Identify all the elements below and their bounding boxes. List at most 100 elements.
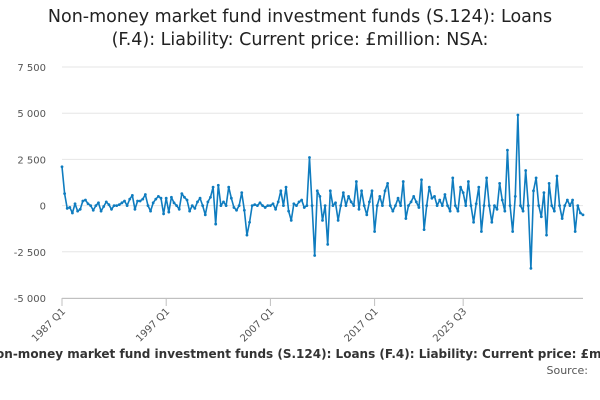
data-point[interactable] bbox=[276, 200, 280, 204]
data-point[interactable] bbox=[170, 195, 173, 199]
data-point[interactable] bbox=[495, 207, 499, 211]
data-point[interactable] bbox=[250, 204, 254, 208]
data-point[interactable] bbox=[258, 201, 262, 205]
data-point[interactable] bbox=[524, 169, 528, 172]
data-point[interactable] bbox=[503, 209, 507, 213]
data-point[interactable] bbox=[107, 203, 111, 207]
data-point[interactable] bbox=[242, 208, 246, 212]
data-point[interactable] bbox=[555, 174, 559, 178]
data-point[interactable] bbox=[86, 202, 90, 206]
data-point[interactable] bbox=[474, 202, 478, 206]
data-point[interactable] bbox=[349, 200, 353, 204]
data-point[interactable] bbox=[63, 192, 67, 195]
data-point[interactable] bbox=[331, 204, 335, 208]
data-point[interactable] bbox=[547, 182, 551, 185]
data-point[interactable] bbox=[188, 209, 192, 213]
data-point[interactable] bbox=[318, 194, 322, 198]
data-point[interactable] bbox=[513, 194, 517, 198]
data-point[interactable] bbox=[459, 185, 462, 189]
data-point[interactable] bbox=[73, 202, 77, 206]
data-point[interactable] bbox=[284, 185, 288, 189]
data-point[interactable] bbox=[216, 183, 220, 187]
data-point[interactable] bbox=[162, 212, 165, 216]
data-point[interactable] bbox=[292, 202, 296, 206]
data-point[interactable] bbox=[60, 165, 64, 169]
data-point[interactable] bbox=[149, 209, 152, 213]
data-point[interactable] bbox=[448, 209, 452, 213]
data-point[interactable] bbox=[185, 198, 189, 202]
data-point[interactable] bbox=[297, 200, 301, 204]
data-point[interactable] bbox=[573, 230, 577, 233]
data-point[interactable] bbox=[156, 194, 160, 198]
data-point[interactable] bbox=[240, 191, 244, 195]
data-point[interactable] bbox=[282, 204, 285, 208]
data-point[interactable] bbox=[443, 193, 447, 196]
data-point[interactable] bbox=[136, 199, 139, 203]
data-point[interactable] bbox=[399, 204, 403, 208]
data-point[interactable] bbox=[477, 185, 481, 189]
data-point[interactable] bbox=[302, 206, 306, 209]
data-point[interactable] bbox=[255, 204, 259, 208]
data-point[interactable] bbox=[425, 204, 429, 208]
data-point[interactable] bbox=[229, 196, 233, 200]
data-point[interactable] bbox=[534, 176, 538, 180]
data-point[interactable] bbox=[360, 189, 363, 193]
data-point[interactable] bbox=[526, 204, 530, 208]
data-point[interactable] bbox=[480, 230, 483, 233]
data-point[interactable] bbox=[209, 195, 212, 199]
data-point[interactable] bbox=[115, 204, 119, 208]
data-point[interactable] bbox=[151, 201, 155, 205]
data-point[interactable] bbox=[89, 204, 93, 208]
data-point[interactable] bbox=[224, 204, 228, 208]
data-point[interactable] bbox=[487, 204, 491, 208]
data-point[interactable] bbox=[339, 204, 343, 208]
data-point[interactable] bbox=[417, 206, 421, 209]
data-point[interactable] bbox=[529, 267, 533, 270]
data-point[interactable] bbox=[328, 189, 332, 193]
data-point[interactable] bbox=[482, 204, 486, 208]
data-point[interactable] bbox=[404, 217, 408, 220]
data-point[interactable] bbox=[245, 233, 249, 237]
data-point[interactable] bbox=[466, 180, 470, 183]
data-point[interactable] bbox=[263, 206, 267, 209]
data-point[interactable] bbox=[407, 204, 410, 208]
data-point[interactable] bbox=[378, 194, 382, 198]
data-point[interactable] bbox=[159, 196, 163, 200]
data-point[interactable] bbox=[289, 218, 293, 222]
data-point[interactable] bbox=[422, 228, 426, 232]
data-point[interactable] bbox=[453, 204, 457, 208]
data-point[interactable] bbox=[552, 209, 556, 213]
data-point[interactable] bbox=[71, 211, 74, 215]
data-point[interactable] bbox=[373, 230, 376, 233]
data-point[interactable] bbox=[344, 204, 348, 208]
data-point[interactable] bbox=[271, 202, 275, 206]
data-point[interactable] bbox=[138, 199, 142, 203]
data-point[interactable] bbox=[511, 230, 515, 233]
data-point[interactable] bbox=[76, 209, 80, 213]
data-point[interactable] bbox=[409, 200, 413, 204]
data-point[interactable] bbox=[571, 198, 574, 202]
data-point[interactable] bbox=[550, 204, 554, 208]
data-point[interactable] bbox=[490, 220, 494, 224]
data-point[interactable] bbox=[485, 176, 489, 180]
data-point[interactable] bbox=[206, 200, 210, 204]
data-point[interactable] bbox=[401, 180, 405, 183]
data-point[interactable] bbox=[519, 204, 522, 208]
data-point[interactable] bbox=[235, 208, 238, 212]
data-point[interactable] bbox=[464, 204, 468, 208]
data-point[interactable] bbox=[367, 200, 371, 204]
data-point[interactable] bbox=[565, 198, 569, 202]
data-point[interactable] bbox=[193, 206, 197, 210]
data-point[interactable] bbox=[420, 178, 423, 182]
data-point[interactable] bbox=[315, 189, 319, 193]
data-point[interactable] bbox=[99, 209, 103, 213]
data-point[interactable] bbox=[391, 209, 395, 213]
data-point[interactable] bbox=[469, 204, 473, 208]
data-point[interactable] bbox=[461, 191, 465, 195]
data-point[interactable] bbox=[222, 200, 225, 204]
data-point[interactable] bbox=[65, 206, 69, 210]
data-point[interactable] bbox=[81, 199, 85, 203]
data-point[interactable] bbox=[133, 207, 137, 211]
data-point[interactable] bbox=[104, 200, 108, 204]
data-point[interactable] bbox=[388, 204, 392, 208]
